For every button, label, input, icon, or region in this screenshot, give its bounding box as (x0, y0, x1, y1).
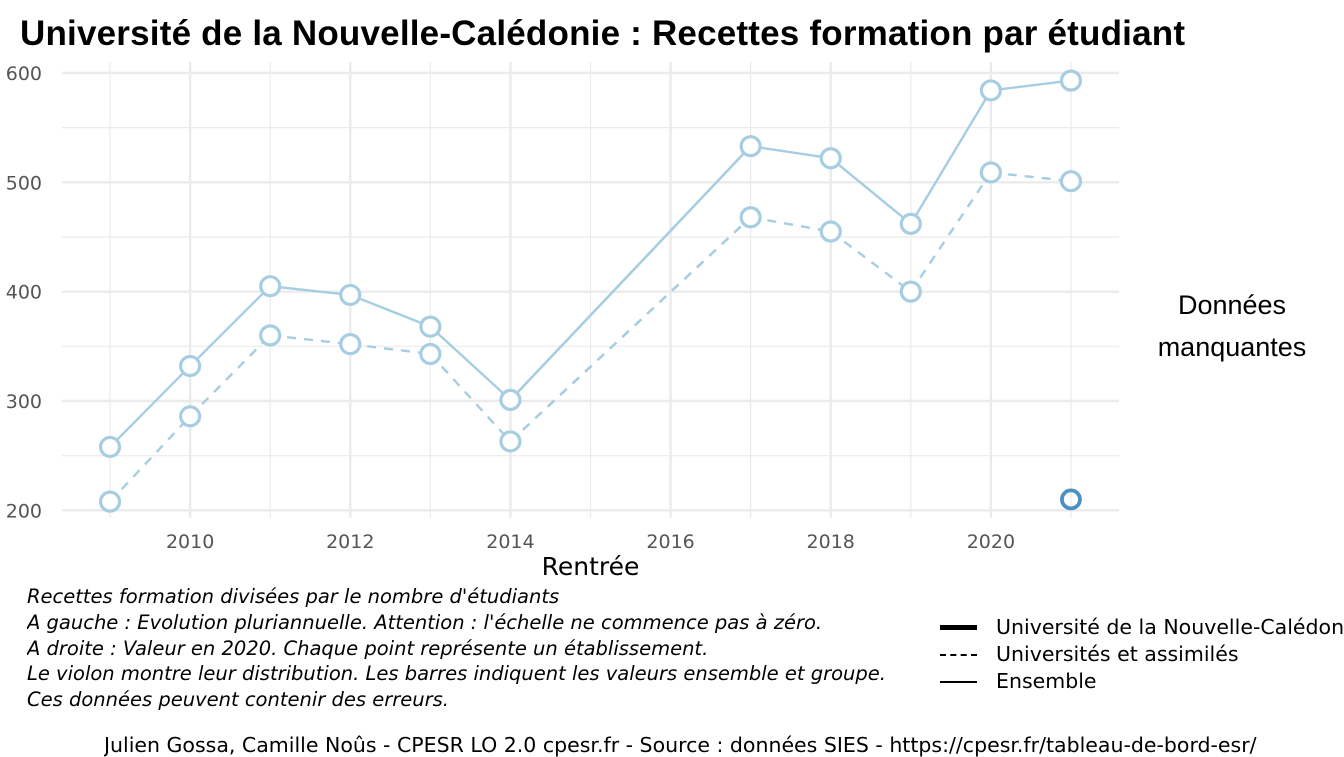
data-point (179, 405, 202, 428)
data-point (739, 135, 762, 158)
series-line-segment (990, 171, 1072, 183)
data-point (499, 388, 522, 411)
series-line-segment (270, 334, 351, 346)
x-tick-label: 2012 (326, 531, 374, 553)
series-line-segment (349, 293, 431, 328)
series-line-segment (109, 415, 191, 503)
series-line-segment (509, 145, 752, 401)
series-line-segment (109, 365, 191, 448)
footer-credit: Julien Gossa, Camille Noûs - CPESR LO 2.… (104, 733, 1257, 757)
line-chart: 200 300 400 500 600 2010 2012 2014 2016 2018 2020 R… (6, 62, 1119, 581)
series-line-segment (990, 79, 1072, 92)
data-point (1059, 170, 1083, 193)
series-line-segment (750, 216, 831, 233)
y-tick-label: 200 (6, 500, 42, 522)
data-point (499, 430, 522, 453)
chart-caption: Recettes formation divisées par le nombr… (27, 584, 947, 713)
legend-item: Ensemble (940, 668, 1344, 695)
series-line-segment (829, 157, 912, 225)
data-point (739, 206, 762, 229)
series-line-segment (429, 325, 512, 401)
series-line-segment (509, 216, 752, 443)
legend: Université de la Nouvelle-Calédonie Univ… (940, 614, 1344, 695)
y-tick-label: 300 (6, 391, 42, 413)
legend-item: Université de la Nouvelle-Calédonie (940, 614, 1344, 641)
chart-title: Université de la Nouvelle-Calédonie : Re… (20, 14, 1186, 53)
x-tick-label: 2014 (486, 531, 534, 553)
y-tick-label: 400 (6, 282, 42, 304)
data-point (259, 275, 282, 298)
axes: 200 300 400 500 600 2010 2012 2014 2016 2018 2020 R… (6, 63, 1015, 581)
missing-data-line-1: Données (1177, 290, 1287, 320)
data-point (1059, 69, 1083, 92)
y-tick-label: 600 (6, 63, 42, 85)
data-point (339, 283, 362, 307)
data-point (819, 147, 842, 170)
missing-data-line-2: manquantes (1157, 332, 1307, 362)
grid (62, 62, 1119, 518)
data-point (819, 220, 842, 243)
caption-line: Ces données peuvent contenir des erreurs… (27, 688, 449, 712)
caption-line: A gauche : Evolution pluriannuelle. Atte… (27, 610, 823, 634)
data-point (979, 79, 1002, 102)
missing-data-label: Données manquantes (1130, 284, 1334, 368)
highlight-point (1060, 488, 1082, 511)
series-line-segment (909, 89, 992, 225)
legend-key-thin (940, 681, 977, 683)
x-axis-title: Rentrée (542, 552, 640, 581)
caption-line: Le violon montre leur distribution. Les … (27, 662, 886, 686)
data-point (419, 315, 442, 338)
series-line-segment (909, 171, 992, 293)
x-tick-label: 2016 (646, 531, 694, 553)
legend-key-thick (940, 625, 977, 630)
legend-key-dashed (940, 654, 977, 656)
data-point (899, 212, 922, 235)
caption-line: Recettes formation divisées par le nombr… (27, 585, 560, 608)
legend-label: Universités et assimilés (996, 642, 1239, 666)
series-line-segment (189, 334, 272, 418)
data-point (899, 280, 922, 303)
data-point (419, 342, 442, 366)
data-point (339, 333, 362, 356)
series-line-segment (270, 284, 351, 297)
series-line-segment (350, 342, 431, 356)
caption-line: A droite : Valeur en 2020. Chaque point … (27, 636, 709, 660)
data-point (98, 435, 122, 459)
x-tick-label: 2020 (967, 531, 1015, 553)
legend-label: Ensemble (996, 669, 1097, 693)
series-line-segment (429, 353, 512, 443)
series-line-segment (189, 285, 272, 367)
legend-label: Université de la Nouvelle-Calédonie (996, 615, 1344, 639)
x-tick-label: 2018 (807, 531, 855, 553)
series-line-segment (830, 230, 912, 293)
y-tick-label: 500 (6, 172, 42, 194)
data-point (259, 324, 282, 347)
data-point (179, 354, 202, 378)
series-group (98, 69, 1083, 513)
data-point (979, 161, 1002, 184)
data-point (98, 490, 122, 513)
x-tick-label: 2010 (166, 531, 214, 553)
series-line-segment (750, 145, 831, 160)
legend-item: Universités et assimilés (940, 641, 1344, 668)
